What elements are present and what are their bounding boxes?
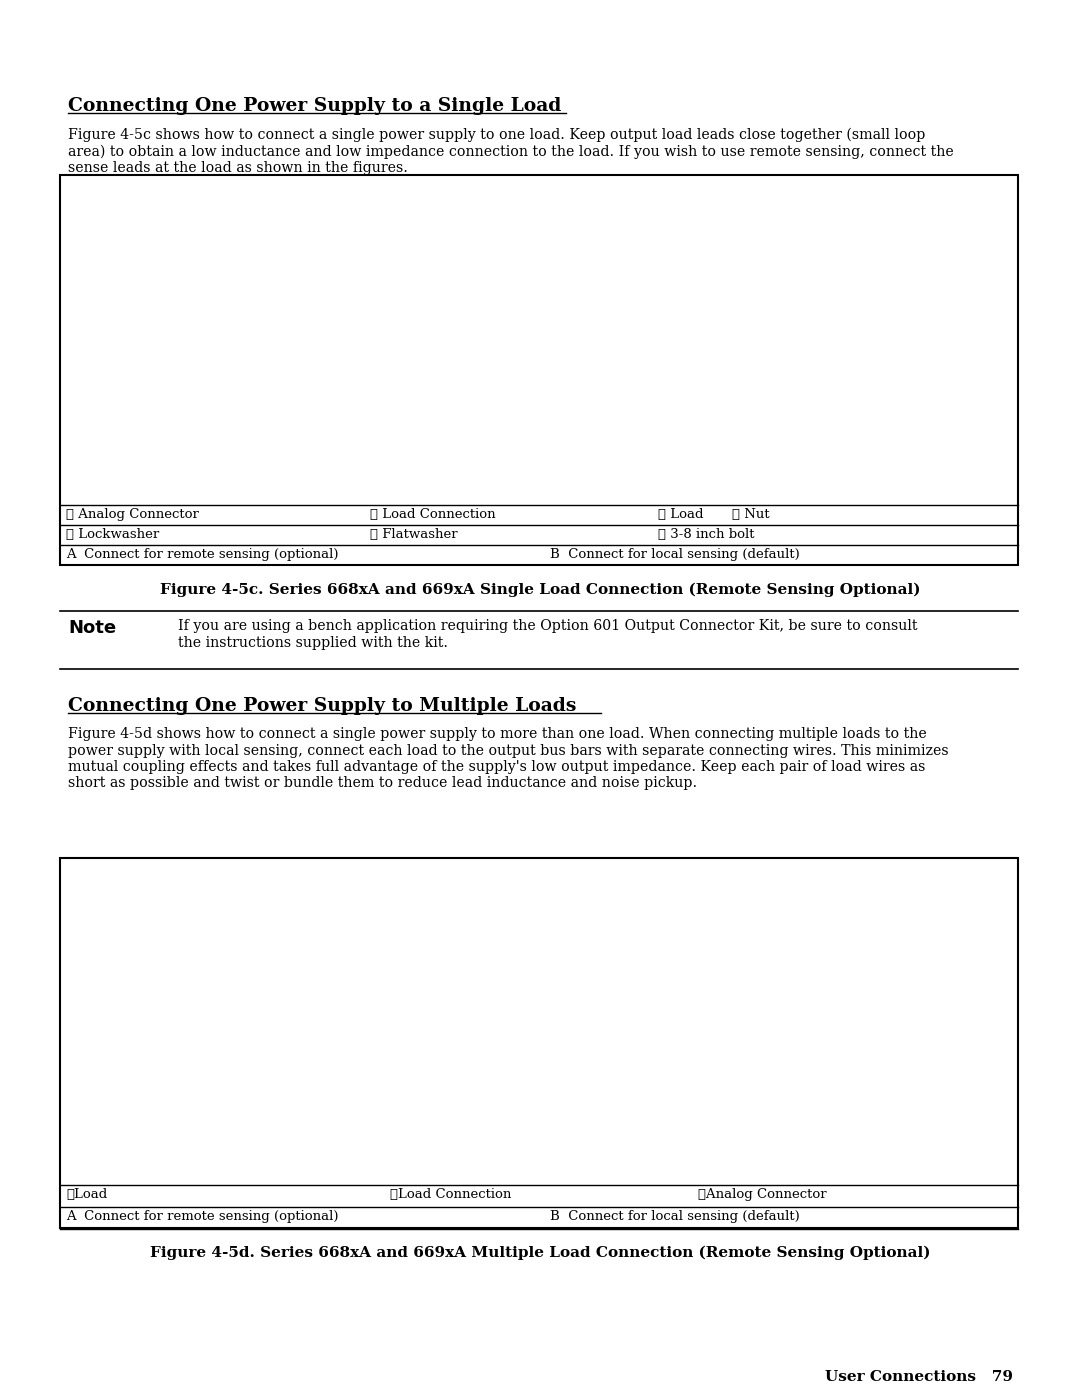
Bar bbox=[60, 175, 1018, 564]
Text: ① Analog Connector: ① Analog Connector bbox=[66, 509, 199, 521]
Text: B  Connect for local sensing (default): B Connect for local sensing (default) bbox=[550, 1210, 800, 1222]
Text: Figure 4-5d shows how to connect a single power supply to more than one load. Wh: Figure 4-5d shows how to connect a singl… bbox=[68, 726, 927, 740]
Text: power supply with local sensing, connect each load to the output bus bars with s: power supply with local sensing, connect… bbox=[68, 743, 948, 757]
Text: Figure 4-5d. Series 668xA and 669xA Multiple Load Connection (Remote Sensing Opt: Figure 4-5d. Series 668xA and 669xA Mult… bbox=[150, 1246, 930, 1260]
Text: ③ Load: ③ Load bbox=[658, 509, 703, 521]
Text: Figure 4-5c shows how to connect a single power supply to one load. Keep output : Figure 4-5c shows how to connect a singl… bbox=[68, 129, 926, 142]
Text: ⑦ 3-8 inch bolt: ⑦ 3-8 inch bolt bbox=[658, 528, 755, 541]
Text: mutual coupling effects and takes full advantage of the supply's low output impe: mutual coupling effects and takes full a… bbox=[68, 760, 926, 774]
Text: ⑥ Flatwasher: ⑥ Flatwasher bbox=[370, 528, 458, 541]
Text: ③Analog Connector: ③Analog Connector bbox=[698, 1187, 826, 1201]
Bar bbox=[60, 858, 1018, 1228]
Text: A  Connect for remote sensing (optional): A Connect for remote sensing (optional) bbox=[66, 548, 338, 562]
Text: Connecting One Power Supply to a Single Load: Connecting One Power Supply to a Single … bbox=[68, 96, 562, 115]
Text: short as possible and twist or bundle them to reduce lead inductance and noise p: short as possible and twist or bundle th… bbox=[68, 777, 697, 791]
Text: B  Connect for local sensing (default): B Connect for local sensing (default) bbox=[550, 548, 800, 562]
Text: Figure 4-5c. Series 668xA and 669xA Single Load Connection (Remote Sensing Optio: Figure 4-5c. Series 668xA and 669xA Sing… bbox=[160, 583, 920, 598]
Text: User Connections   79: User Connections 79 bbox=[825, 1370, 1013, 1384]
Text: Note: Note bbox=[68, 619, 117, 637]
Text: ④ Nut: ④ Nut bbox=[732, 509, 770, 521]
Text: ②Load Connection: ②Load Connection bbox=[390, 1187, 511, 1201]
Text: ② Load Connection: ② Load Connection bbox=[370, 509, 496, 521]
Text: If you are using a bench application requiring the Option 601 Output Connector K: If you are using a bench application req… bbox=[178, 619, 918, 633]
Text: area) to obtain a low inductance and low impedance connection to the load. If yo: area) to obtain a low inductance and low… bbox=[68, 144, 954, 159]
Text: A  Connect for remote sensing (optional): A Connect for remote sensing (optional) bbox=[66, 1210, 338, 1222]
Text: sense leads at the load as shown in the figures.: sense leads at the load as shown in the … bbox=[68, 161, 408, 175]
Text: ①Load: ①Load bbox=[66, 1187, 107, 1201]
Text: Connecting One Power Supply to Multiple Loads: Connecting One Power Supply to Multiple … bbox=[68, 697, 577, 715]
Text: the instructions supplied with the kit.: the instructions supplied with the kit. bbox=[178, 636, 448, 650]
Text: ⑤ Lockwasher: ⑤ Lockwasher bbox=[66, 528, 159, 541]
